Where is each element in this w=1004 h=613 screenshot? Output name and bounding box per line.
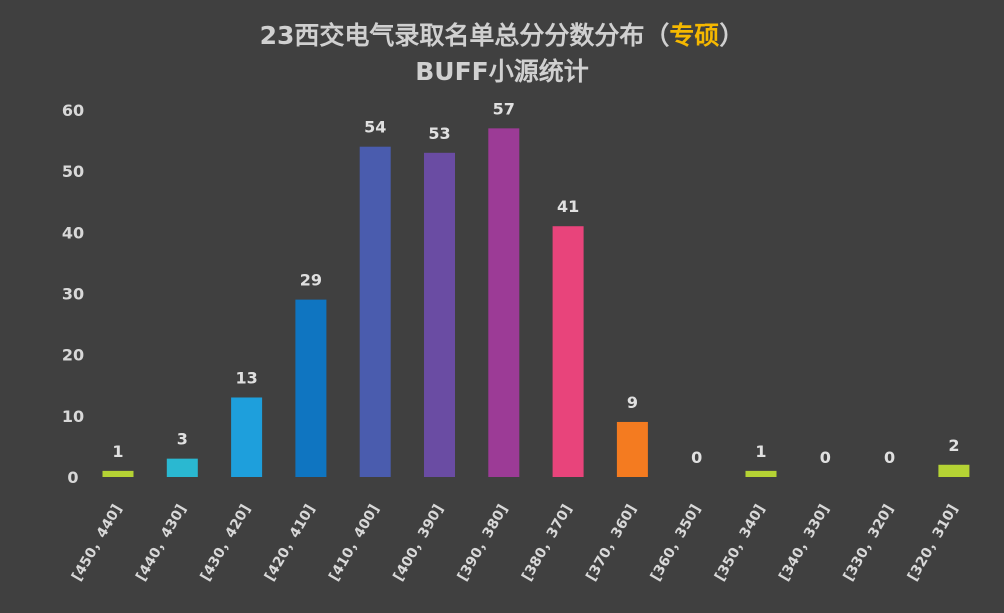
bar [616, 421, 648, 477]
x-tick-label: [430，420] [198, 502, 254, 584]
bar [745, 470, 777, 477]
bar [424, 152, 455, 478]
bar [295, 299, 327, 477]
bar [359, 146, 391, 477]
data-label: 29 [300, 271, 322, 290]
y-tick-label: 0 [67, 468, 78, 487]
x-tick-label: [360，350] [648, 502, 704, 584]
data-label: 1 [112, 442, 123, 461]
y-tick-label: 20 [62, 346, 84, 365]
data-label: 0 [691, 448, 702, 467]
x-tick-label: [450，440] [69, 502, 125, 584]
bar [938, 464, 970, 477]
x-tick-label: [400，390] [390, 502, 446, 584]
data-label: 13 [235, 368, 257, 387]
x-tick-label: [380，370] [519, 502, 575, 584]
data-label: 41 [557, 197, 579, 216]
y-tick-label: 40 [62, 223, 84, 242]
data-label: 3 [177, 430, 188, 449]
data-label: 0 [884, 448, 895, 467]
chart-subtitle: BUFF小源统计 [415, 57, 589, 86]
data-label: 54 [364, 118, 386, 137]
data-label: 9 [627, 393, 638, 412]
y-tick-label: 50 [62, 162, 84, 181]
x-tick-label: [410，400] [326, 502, 382, 584]
bar [231, 397, 263, 477]
bar [552, 226, 584, 477]
bar [488, 128, 520, 477]
x-tick-label: [340，330] [776, 502, 832, 584]
x-tick-label: [320，310] [905, 502, 961, 584]
y-tick-label: 10 [62, 407, 84, 426]
y-tick-label: 60 [62, 101, 84, 120]
x-tick-label: [370，360] [583, 502, 639, 584]
title-highlight: 专硕 [669, 21, 720, 50]
x-tick-label: [330，320] [841, 502, 897, 584]
data-label: 1 [755, 442, 766, 461]
data-label: 2 [948, 436, 959, 455]
data-label: 53 [428, 124, 450, 143]
data-label: 0 [820, 448, 831, 467]
x-tick-label: [390，380] [455, 502, 511, 584]
x-tick-label: [440，430] [133, 502, 189, 584]
chart-title: 23西交电气录取名单总分分数分布（专硕） [0, 16, 1004, 52]
y-tick-label: 30 [62, 285, 84, 304]
bar [166, 458, 198, 477]
x-tick-label: [350，340] [712, 502, 768, 584]
x-tick-label: [420，410] [262, 502, 318, 584]
bar [102, 470, 134, 477]
title-prefix: 23西交电气录取名单总分分数分布（ [259, 21, 670, 50]
data-label: 57 [493, 99, 515, 118]
title-suffix: ） [719, 21, 745, 50]
